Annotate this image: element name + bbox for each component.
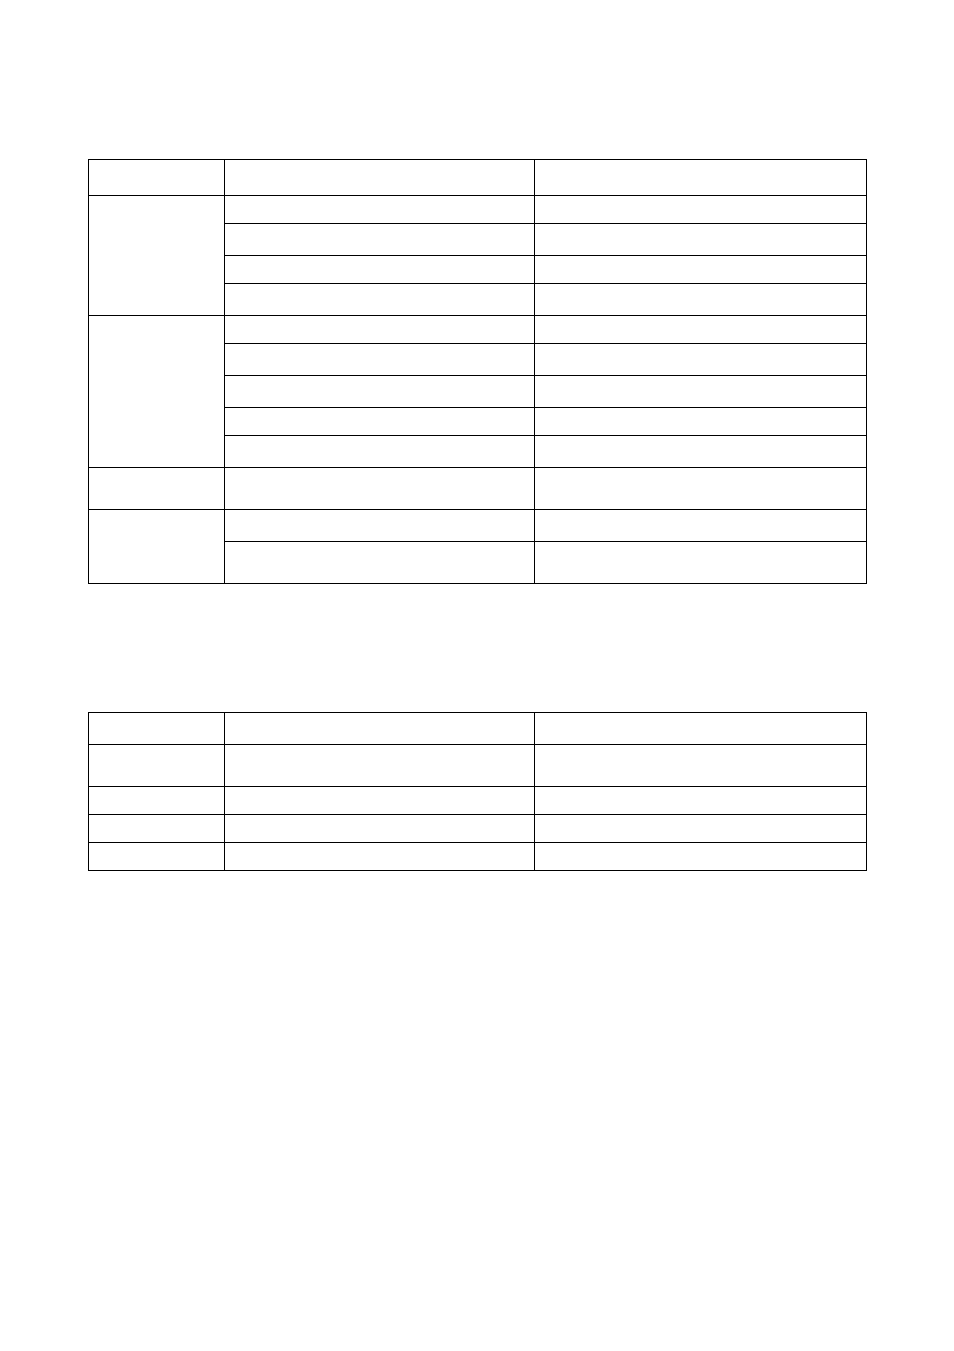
- table-cell: [89, 510, 225, 584]
- table-row: [89, 196, 867, 224]
- table-cell: [535, 745, 867, 787]
- table-cell: [535, 196, 867, 224]
- table-cell: [535, 843, 867, 871]
- table-1: [88, 159, 867, 584]
- table-cell: [535, 408, 867, 436]
- table-cell: [225, 196, 535, 224]
- table-cell: [225, 815, 535, 843]
- table-cell: [535, 344, 867, 376]
- document-page: [0, 0, 954, 1351]
- table-cell: [535, 510, 867, 542]
- table-2: [88, 712, 867, 871]
- table-cell: [225, 316, 535, 344]
- table-cell: [225, 468, 535, 510]
- table-cell: [225, 745, 535, 787]
- table-cell: [225, 376, 535, 408]
- table-cell: [225, 436, 535, 468]
- table-cell: [89, 713, 225, 745]
- table-cell: [225, 510, 535, 542]
- table-spacer: [88, 584, 866, 712]
- table-cell: [89, 160, 225, 196]
- table-cell: [225, 713, 535, 745]
- table-cell: [535, 815, 867, 843]
- table-row: [89, 815, 867, 843]
- table-cell: [225, 256, 535, 284]
- table-cell: [535, 284, 867, 316]
- table-cell: [535, 436, 867, 468]
- table-cell: [225, 408, 535, 436]
- table-cell: [225, 843, 535, 871]
- table-cell: [89, 815, 225, 843]
- table-row: [89, 787, 867, 815]
- table-row: [89, 745, 867, 787]
- table-cell: [535, 468, 867, 510]
- table-cell: [225, 284, 535, 316]
- table-cell: [225, 160, 535, 196]
- table-cell: [535, 542, 867, 584]
- table-cell: [535, 316, 867, 344]
- table-cell: [535, 160, 867, 196]
- table-cell: [89, 787, 225, 815]
- table-row: [89, 468, 867, 510]
- table-cell: [89, 843, 225, 871]
- table-cell: [89, 745, 225, 787]
- table-cell: [535, 713, 867, 745]
- table-cell: [535, 376, 867, 408]
- table-cell: [89, 316, 225, 468]
- table-cell: [535, 224, 867, 256]
- table-row: [89, 713, 867, 745]
- table-row: [89, 843, 867, 871]
- table-row: [89, 316, 867, 344]
- table-cell: [225, 542, 535, 584]
- table-cell: [225, 787, 535, 815]
- table-cell: [225, 224, 535, 256]
- table-cell: [535, 256, 867, 284]
- table-cell: [225, 344, 535, 376]
- table-row: [89, 510, 867, 542]
- table-cell: [89, 468, 225, 510]
- table-cell: [89, 196, 225, 316]
- table-row: [89, 160, 867, 196]
- table-cell: [535, 787, 867, 815]
